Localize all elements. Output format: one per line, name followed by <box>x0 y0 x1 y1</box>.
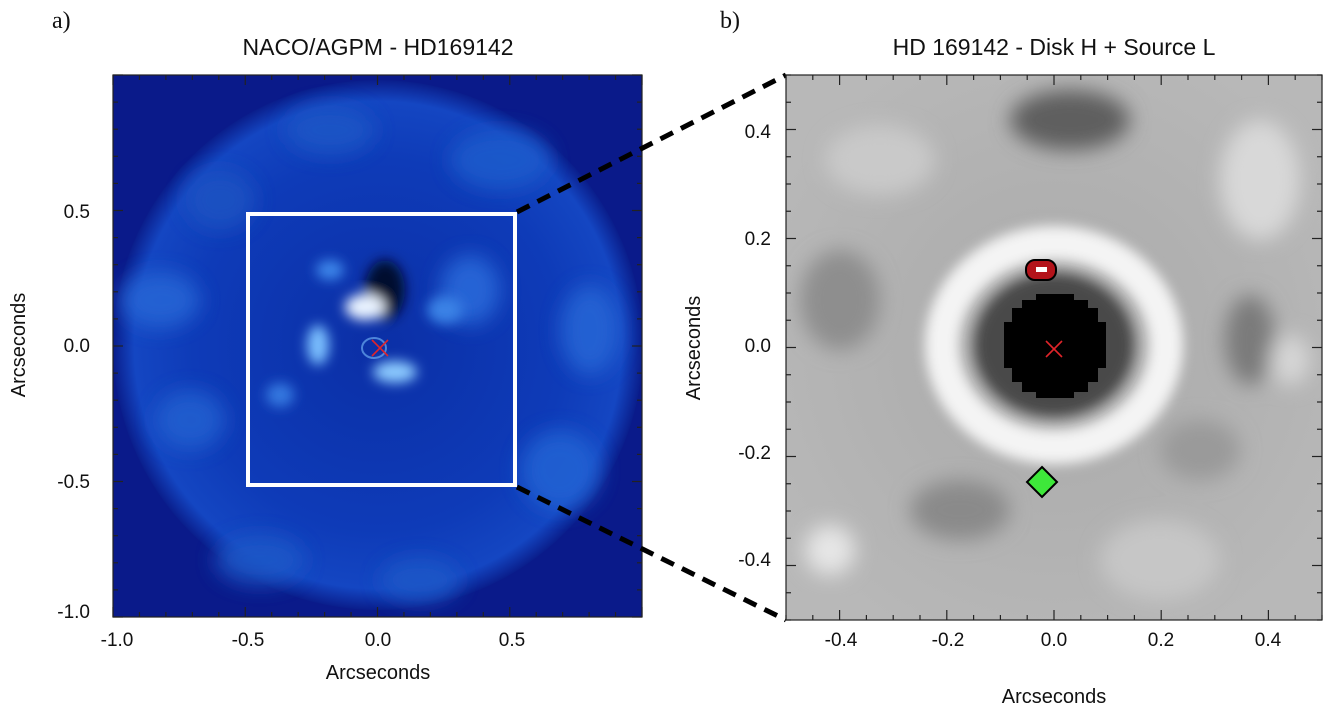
panel-a-ytick: -0.5 <box>57 472 90 493</box>
panel-a-label: a) <box>52 8 71 34</box>
panel-a-ytick: 0.5 <box>64 202 90 223</box>
panel-a-xlabel: Arcseconds <box>326 662 431 684</box>
panel-b-source-contour <box>1025 259 1057 281</box>
panel-b-xtick: 0.2 <box>1148 630 1174 651</box>
panel-b-ytick: -0.2 <box>738 443 771 464</box>
panel-a-xtick: 0.5 <box>499 630 525 651</box>
panel-b-xlabel: Arcseconds <box>1002 686 1107 708</box>
zoom-connectors <box>515 72 788 623</box>
panel-b-ytick: 0.0 <box>745 336 771 357</box>
panel-a-ytick: -1.0 <box>57 602 90 623</box>
panel-a-star-cross <box>371 339 389 357</box>
panel-b-xtick: 0.0 <box>1041 630 1067 651</box>
panel-a: a) NACO/AGPM - HD169142 <box>8 8 643 684</box>
panel-b-xtick: -0.2 <box>932 630 965 651</box>
panel-a-xtick: -1.0 <box>101 630 134 651</box>
panel-b-star-cross <box>1045 340 1063 358</box>
panel-b-ticks <box>785 74 1323 621</box>
panel-b-image <box>786 75 1322 620</box>
panel-a-ylabel: Arcseconds <box>8 293 30 398</box>
panel-a-ytick: 0.0 <box>64 336 90 357</box>
panel-a-ticks <box>112 74 643 618</box>
panel-b-xtick: 0.4 <box>1255 630 1282 651</box>
panel-b-ylabel: Arcseconds <box>683 296 705 401</box>
panel-b-ytick: -0.4 <box>738 550 771 571</box>
panel-a-xtick: 0.0 <box>365 630 391 651</box>
panel-a-title: NACO/AGPM - HD169142 <box>243 34 514 60</box>
panel-b: b) HD 169142 - Disk H + Source L <box>683 8 1323 708</box>
panel-b-xtick: -0.4 <box>825 630 858 651</box>
panel-b-label: b) <box>720 8 740 34</box>
panel-b-ytick: 0.2 <box>745 229 771 250</box>
panel-a-xtick: -0.5 <box>232 630 265 651</box>
panel-b-green-diamond <box>1025 465 1059 499</box>
panel-b-ytick: 0.4 <box>745 122 772 143</box>
panel-a-zoom-box <box>246 212 517 487</box>
panel-b-title: HD 169142 - Disk H + Source L <box>893 34 1216 60</box>
